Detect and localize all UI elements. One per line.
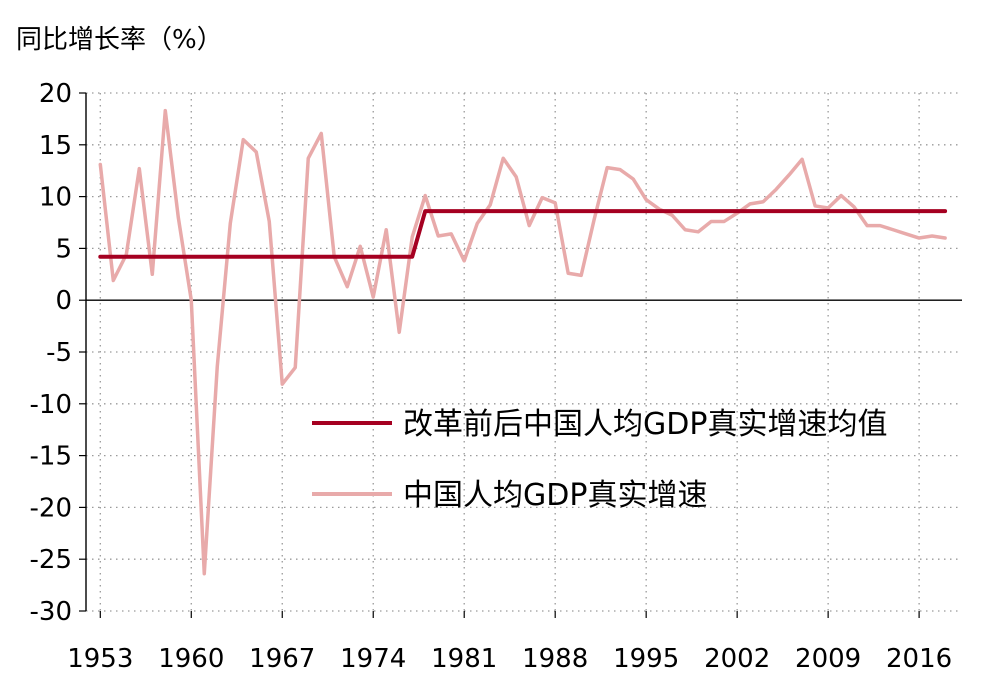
series-lines [98,108,948,576]
y-tick-label: 20 [39,79,72,109]
y-tick-label: -25 [30,545,72,575]
y-tick-label: 10 [39,183,72,213]
x-tick-label: 1988 [522,644,588,674]
x-tick-label: 1960 [158,644,224,674]
y-tick-label: -30 [30,597,72,627]
y-tick-label: 0 [55,286,72,316]
x-tick-label: 1974 [340,644,406,674]
y-tick-label: -20 [30,493,72,523]
y-tick-label: 15 [39,131,72,161]
x-tick-label: 2016 [886,644,952,674]
x-tick-label: 2009 [795,644,861,674]
y-tick-label: -15 [30,442,72,472]
axes [79,92,962,618]
y-axis-title: 同比增长率（%） [16,25,223,55]
x-tick-label: 1995 [613,644,679,674]
series-line-mean-growth [98,209,948,259]
y-tick-label: -5 [46,338,72,368]
x-tick-label: 2002 [704,644,770,674]
x-tick-label: 1981 [431,644,497,674]
grid-lines [86,92,962,612]
legend-item-gdp-growth: 中国人均GDP真实增速 [312,478,707,513]
x-tick-label: 1953 [67,644,133,674]
series-line-gdp-growth [98,108,947,576]
x-tick-label: 1967 [249,644,315,674]
legend-item-mean-growth: 改革前后中国人均GDP真实增速均值 [312,407,887,442]
legend-label: 中国人均GDP真实增速 [403,478,707,513]
y-tick-label: 5 [55,234,72,264]
y-tick-label: -10 [30,390,72,420]
legend-label: 改革前后中国人均GDP真实增速均值 [403,407,887,442]
tick-labels: 20 15 10 5 0 -5 -10 -15 -20 -25 -30 1953 1960 1967 197… [30,79,953,674]
